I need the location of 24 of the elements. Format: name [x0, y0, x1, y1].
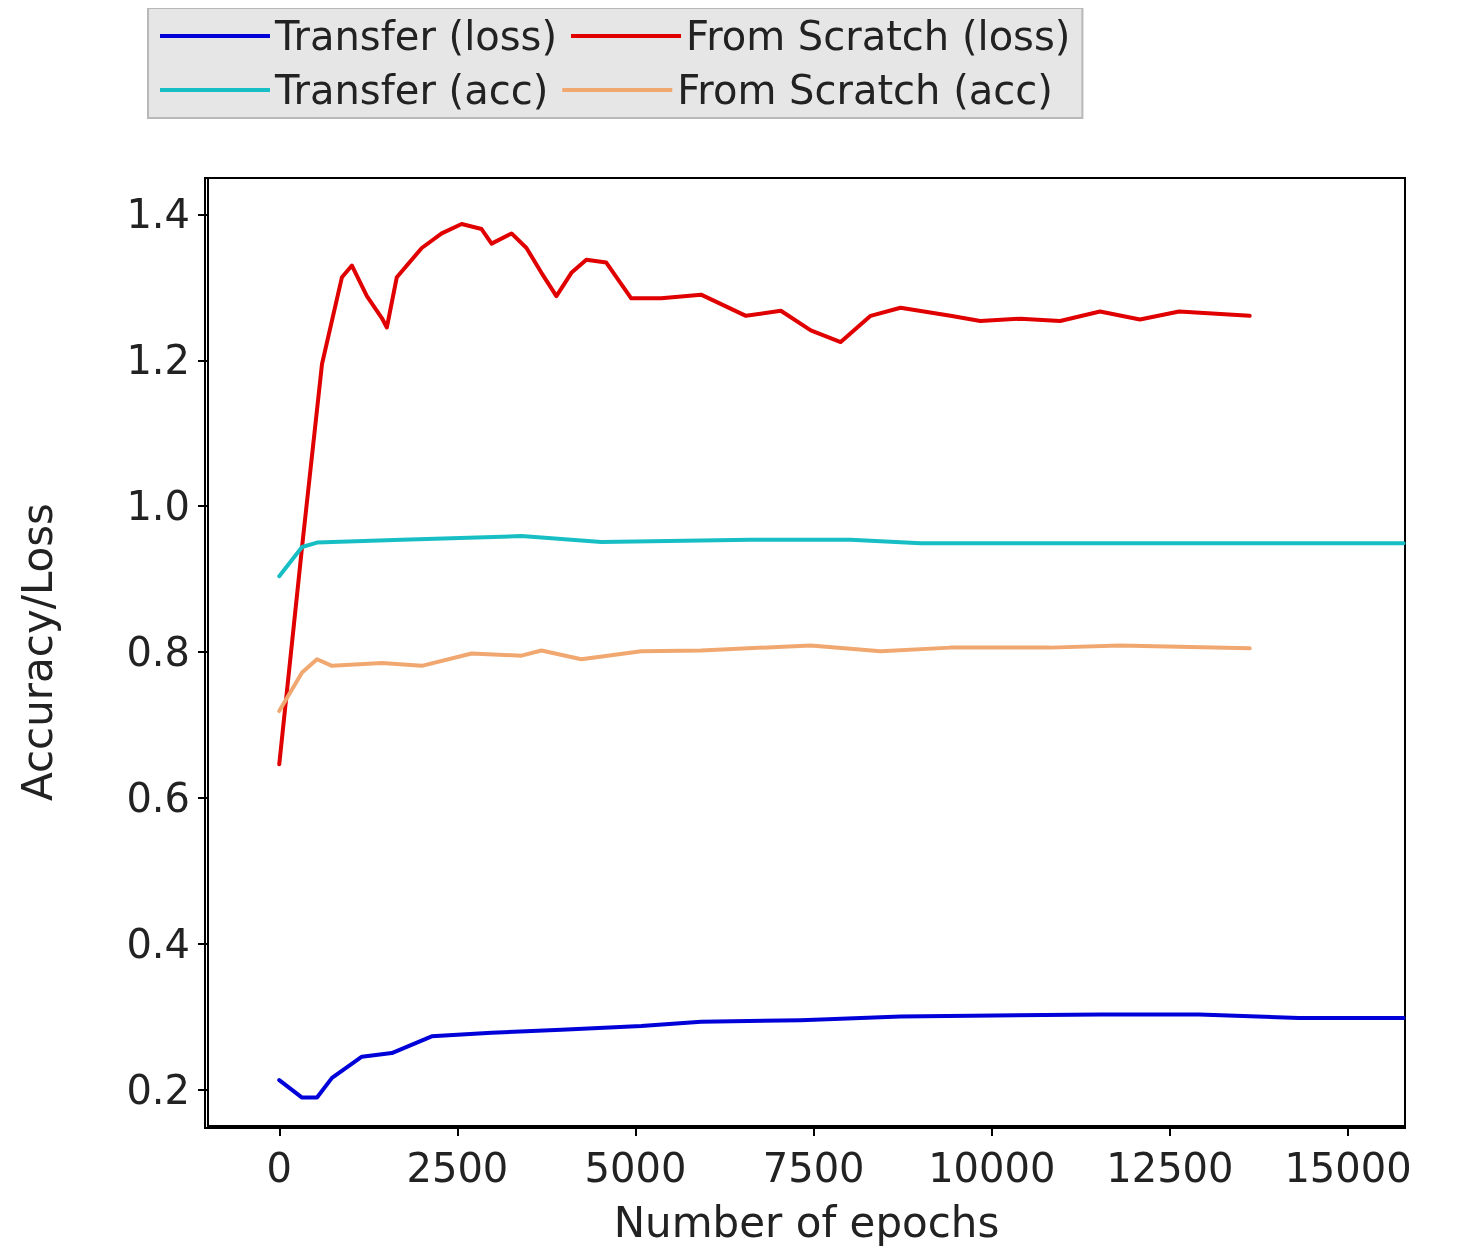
x-tick-label: 10000	[928, 1145, 1056, 1191]
x-tick-label: 12500	[1106, 1145, 1234, 1191]
y-tick-label: 1.2	[126, 337, 190, 384]
line-series	[277, 1012, 1406, 1100]
x-tick-label: 2500	[406, 1145, 509, 1191]
line-series	[277, 534, 1406, 579]
legend-label: From Scratch (acc)	[677, 67, 1053, 113]
x-tick-label: 5000	[584, 1145, 687, 1191]
x-axis-title: Number of epochs	[613, 1197, 1000, 1247]
y-tick-label: 1.0	[126, 483, 190, 530]
line-series	[277, 643, 1252, 714]
x-tick-label: 15000	[1284, 1145, 1412, 1191]
x-tick-label: 0	[266, 1145, 292, 1191]
legend-label: From Scratch (loss)	[686, 13, 1071, 59]
y-tick-label: 0.4	[126, 920, 190, 967]
y-tick-label: 0.6	[126, 774, 190, 821]
legend-label: Transfer (acc)	[274, 67, 549, 113]
y-tick-label: 1.4	[126, 191, 190, 238]
y-axis-title: Accuracy/Loss	[12, 502, 62, 802]
x-tick-label: 7500	[762, 1145, 865, 1191]
line-series	[277, 221, 1252, 767]
legend-label: Transfer (loss)	[274, 13, 558, 59]
y-tick-label: 0.8	[126, 629, 190, 675]
y-tick-label: 0.2	[126, 1066, 190, 1113]
